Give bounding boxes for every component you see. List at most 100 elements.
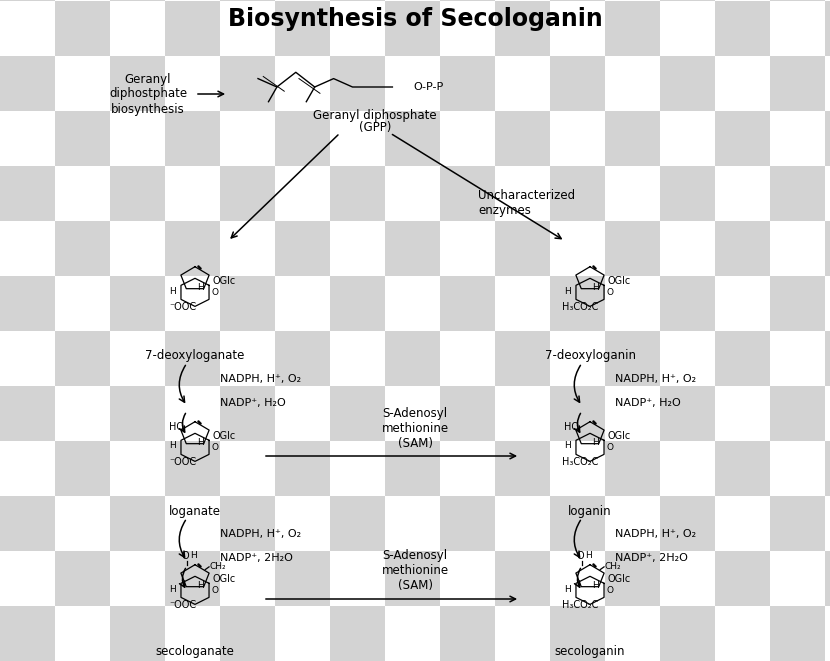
Bar	[825, 1, 830, 56]
Bar	[770, 606, 825, 661]
Bar	[220, 276, 275, 331]
Bar	[715, 1, 770, 56]
Bar	[770, 276, 825, 331]
Bar	[660, 0, 715, 1]
Bar	[825, 551, 830, 606]
Bar	[660, 606, 715, 661]
Bar	[770, 0, 825, 1]
Bar	[385, 1, 440, 56]
Text: H: H	[592, 581, 599, 590]
Text: secologanin: secologanin	[554, 644, 625, 658]
Text: NADPH, H⁺, O₂: NADPH, H⁺, O₂	[220, 374, 301, 384]
Bar	[220, 386, 275, 441]
Bar	[770, 56, 825, 111]
Bar	[220, 496, 275, 551]
Bar	[660, 386, 715, 441]
Bar	[110, 166, 165, 221]
Bar	[495, 331, 550, 386]
Bar	[550, 56, 605, 111]
Text: H: H	[168, 584, 176, 594]
Bar	[440, 56, 495, 111]
Text: H₃CO₂C: H₃CO₂C	[562, 457, 598, 467]
Text: Geranyl
diphostphate
biosynthesis: Geranyl diphostphate biosynthesis	[109, 73, 187, 116]
Bar	[550, 496, 605, 551]
Bar	[385, 441, 440, 496]
Bar	[825, 111, 830, 166]
Bar	[660, 166, 715, 221]
Bar	[165, 441, 220, 496]
Bar	[715, 221, 770, 276]
Text: NADP⁺, 2H₂O: NADP⁺, 2H₂O	[220, 553, 293, 563]
Bar	[330, 276, 385, 331]
Text: O: O	[212, 586, 219, 595]
Text: Biosynthesis of Secologanin: Biosynthesis of Secologanin	[227, 7, 603, 31]
Bar	[55, 1, 110, 56]
Bar	[0, 56, 55, 111]
Text: O: O	[607, 288, 613, 297]
Text: H: H	[168, 286, 176, 295]
Text: H: H	[564, 286, 570, 295]
Text: OGlc: OGlc	[212, 276, 236, 286]
Bar	[275, 441, 330, 496]
Text: CH₂: CH₂	[210, 563, 227, 571]
Bar	[550, 386, 605, 441]
Bar	[440, 386, 495, 441]
Bar	[330, 496, 385, 551]
Bar	[275, 551, 330, 606]
Bar	[330, 386, 385, 441]
Text: OGlc: OGlc	[608, 431, 631, 441]
Bar	[825, 441, 830, 496]
Text: H: H	[592, 438, 599, 447]
Text: O: O	[607, 443, 613, 452]
Bar	[220, 56, 275, 111]
Bar	[770, 166, 825, 221]
Bar	[660, 496, 715, 551]
Bar	[330, 56, 385, 111]
Bar	[495, 221, 550, 276]
Text: H: H	[168, 442, 176, 451]
Text: H: H	[585, 551, 592, 560]
Text: NADPH, H⁺, O₂: NADPH, H⁺, O₂	[615, 529, 696, 539]
Bar	[0, 0, 55, 1]
Bar	[385, 111, 440, 166]
Text: OGlc: OGlc	[212, 574, 236, 584]
Bar	[220, 606, 275, 661]
Bar	[660, 276, 715, 331]
Bar	[220, 0, 275, 1]
Text: H: H	[564, 442, 570, 451]
Bar	[55, 331, 110, 386]
Bar	[385, 221, 440, 276]
Bar	[495, 111, 550, 166]
Text: OGlc: OGlc	[212, 431, 236, 441]
Text: O: O	[212, 288, 219, 297]
Bar	[715, 331, 770, 386]
Bar	[715, 551, 770, 606]
Bar	[330, 606, 385, 661]
Bar	[165, 331, 220, 386]
Bar	[495, 551, 550, 606]
Text: loganate: loganate	[169, 504, 221, 518]
Bar	[0, 496, 55, 551]
Bar	[550, 166, 605, 221]
Bar	[165, 221, 220, 276]
Bar	[440, 606, 495, 661]
Text: S-Adenosyl
methionine
(SAM): S-Adenosyl methionine (SAM)	[382, 549, 448, 592]
Text: CH₂: CH₂	[605, 563, 622, 571]
Bar	[55, 551, 110, 606]
Text: S-Adenosyl
methionine
(SAM): S-Adenosyl methionine (SAM)	[382, 407, 448, 449]
Text: NADP⁺, 2H₂O: NADP⁺, 2H₂O	[615, 553, 688, 563]
Bar	[605, 441, 660, 496]
Text: H₃CO₂C: H₃CO₂C	[562, 600, 598, 609]
Bar	[605, 1, 660, 56]
Text: secologanate: secologanate	[155, 644, 234, 658]
Bar	[495, 441, 550, 496]
Bar	[0, 606, 55, 661]
Bar	[110, 386, 165, 441]
Bar	[110, 276, 165, 331]
Bar	[605, 551, 660, 606]
Text: O: O	[607, 586, 613, 595]
Text: Uncharacterized
enzymes: Uncharacterized enzymes	[478, 189, 575, 217]
Bar	[550, 276, 605, 331]
Bar	[385, 331, 440, 386]
Bar	[715, 111, 770, 166]
